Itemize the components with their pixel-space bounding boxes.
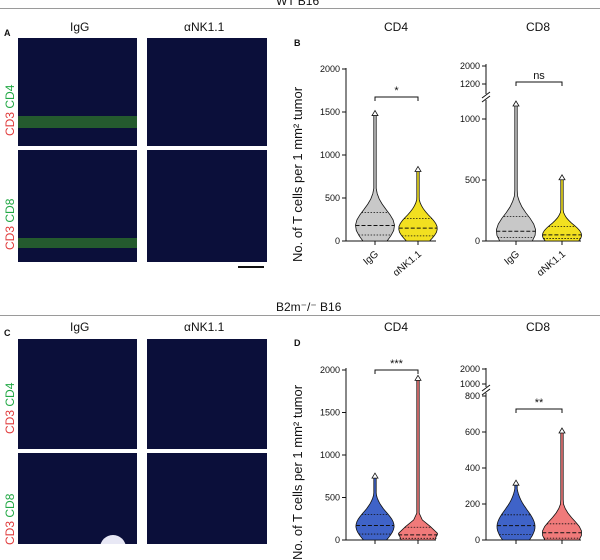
chart-title-d-cd4: CD4 [384,320,409,334]
micrograph-c-igg-cd4 [18,339,137,449]
y-tick-label: 500 [465,175,480,185]
y-tick-label: 500 [325,193,340,203]
max-marker-0 [371,109,379,116]
max-marker-0 [512,100,520,107]
micrograph-a-ank-cd4 [147,38,267,146]
col-head-igg-c: IgG [70,320,90,334]
significance-bracket [374,369,419,374]
y-tick-label: 2000 [460,364,480,374]
y-tick-label: 2000 [460,61,480,71]
b2m-b16-title: B2m⁻/⁻ B16 [276,300,342,314]
y-tick-label: 1000 [460,379,480,389]
col-head-ank-c: αNK1.1 [184,320,225,334]
chart-d-cd4: 0 500 1000 1500 2000 *** [320,358,438,545]
axis-break-mark [481,91,491,99]
y-tick-label: 1000 [460,114,480,124]
significance-label: * [394,85,399,97]
y-tick-label: 1000 [320,450,340,460]
chart-title-d-cd8: CD8 [526,320,551,334]
panel-letter-d: D [294,338,301,348]
axis-break-mark [481,95,491,103]
max-marker-1 [558,174,566,181]
y-tick-label: 0 [335,236,340,246]
axis-break-mark [481,388,491,396]
max-marker-1 [414,374,422,381]
significance-bracket [515,81,563,86]
scale-bar [238,266,264,268]
max-marker-1 [558,427,566,434]
violin-0 [496,483,536,541]
significance-label: ** [535,397,544,409]
micrograph-c-ank-cd4 [147,339,267,449]
y-tick-label: 200 [465,499,480,509]
panel-letter-b: B [294,38,301,48]
max-marker-1 [414,165,422,172]
y-tick-label: 1200 [460,79,480,89]
micrograph-c-ank-cd8 [147,453,267,544]
significance-bracket [374,96,419,101]
panel-letter-a: A [4,28,11,38]
chart-d-cd8: 0 200 400 600 800 1000 2000 ** [460,364,582,545]
y-tick-label: 0 [335,535,340,545]
wt-b16-title: WT B16 [276,0,320,8]
y-tick-label: 1500 [320,107,340,117]
max-marker-0 [512,479,520,486]
y-tick-label: 600 [465,427,480,437]
col-head-ank-a: αNK1.1 [184,20,225,34]
axis-break-mark [481,384,491,392]
stroma-band [18,238,137,248]
significance-label: *** [390,358,404,370]
y-tick-label: 0 [475,535,480,545]
y-tick-label: 800 [465,391,480,401]
panel-letter-c: C [4,328,11,338]
micrograph-a-igg-cd8 [18,150,137,262]
chart-title-b-cd8: CD8 [526,20,551,34]
y-tick-label: 2000 [320,64,340,74]
mid-divider [0,315,600,316]
y-tick-label: 1500 [320,408,340,418]
significance-bracket [515,408,563,413]
significance-label: ns [533,70,545,82]
y-tick-label: 0 [475,236,480,246]
vessel-lumen [100,535,126,544]
chart-title-b-cd4: CD4 [384,20,409,34]
y-tick-label: 1000 [320,150,340,160]
axis-break-gap [483,387,489,393]
axis-break-gap [483,94,489,100]
y-tick-label: 400 [465,463,480,473]
micrograph-c-igg-cd8 [18,453,137,544]
stroma-band [18,116,137,128]
max-marker-0 [371,472,379,479]
y-tick-label: 2000 [320,365,340,375]
col-head-igg-a: IgG [70,20,90,34]
micrograph-a-ank-cd8 [147,150,267,262]
y-tick-label: 500 [325,493,340,503]
top-divider [0,8,600,9]
micrograph-a-igg-cd4 [18,38,137,146]
